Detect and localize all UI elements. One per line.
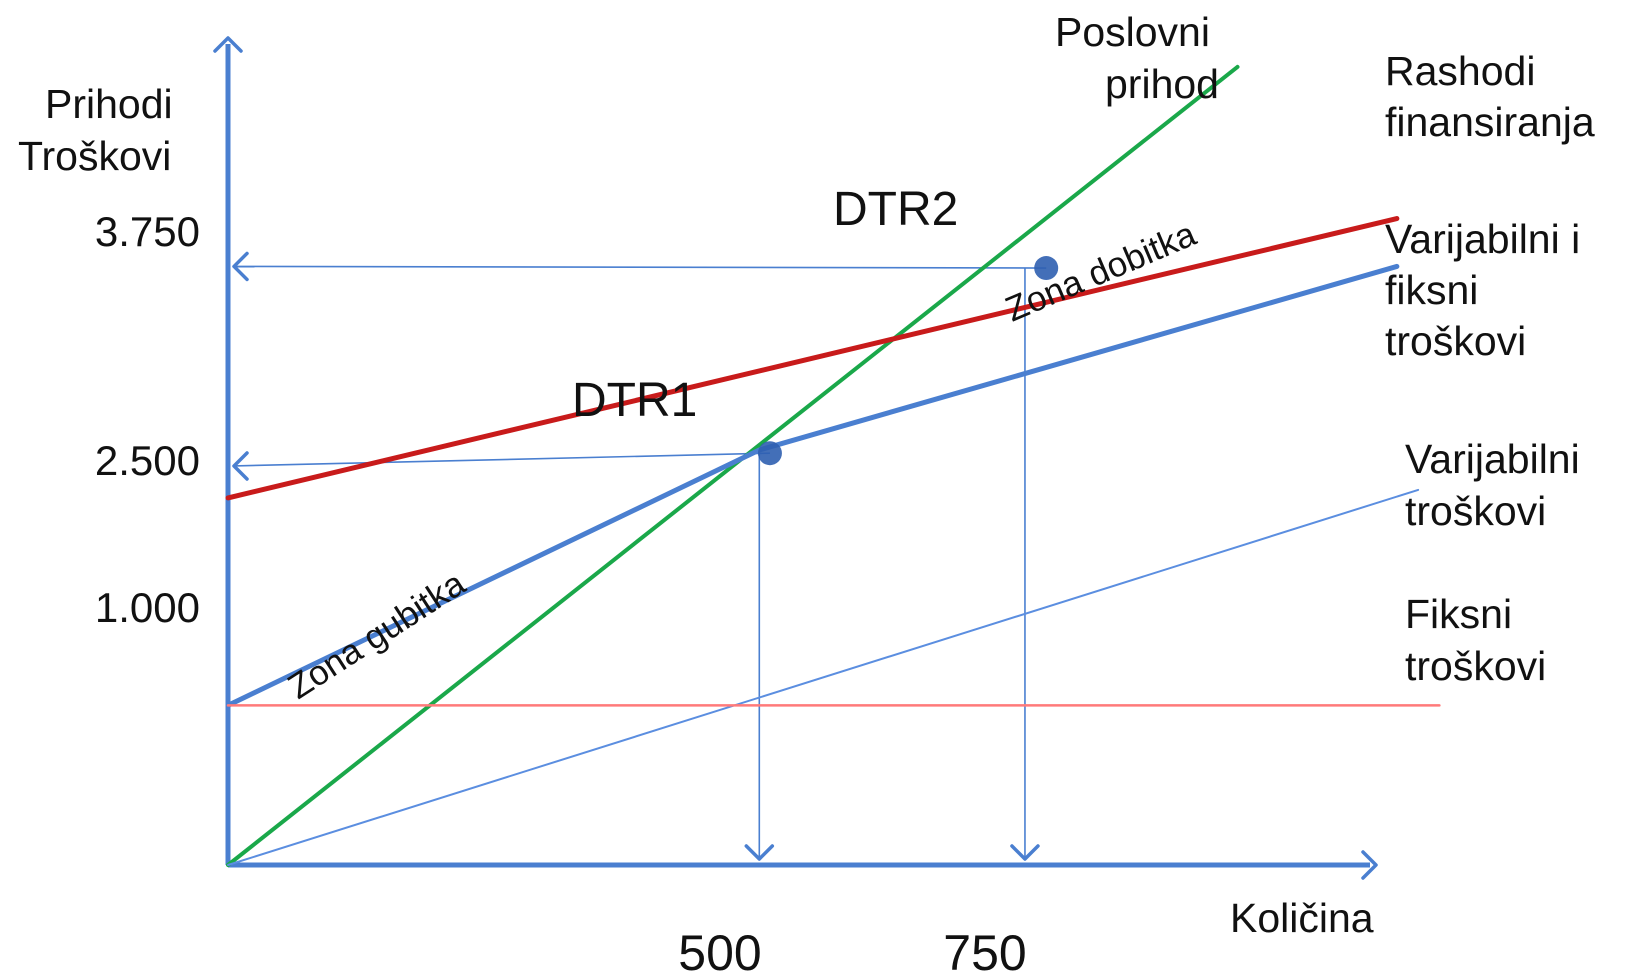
guide-arrow-down-dtr2 bbox=[1010, 844, 1040, 861]
svg-text:Rashodi: Rashodi bbox=[1385, 48, 1535, 94]
axes bbox=[213, 36, 1378, 880]
guide-horizontal-dtr1 bbox=[233, 452, 770, 467]
svg-text:Varijabilni: Varijabilni bbox=[1405, 436, 1580, 482]
x-tick-label-500: 500 bbox=[678, 925, 761, 977]
point-marker-dtr2 bbox=[1034, 256, 1059, 281]
svg-text:Poslovni: Poslovni bbox=[1055, 9, 1210, 55]
svg-text:troškovi: troškovi bbox=[1385, 318, 1526, 364]
svg-text:prihod: prihod bbox=[1105, 61, 1219, 107]
guide-arrow-down-dtr1 bbox=[744, 844, 775, 861]
series-line-poslovni-prihod bbox=[226, 64, 1240, 867]
x-tick-label-750: 750 bbox=[943, 925, 1026, 977]
break-even-points bbox=[757, 256, 1059, 466]
y-axis-label-line-1: Prihodi bbox=[45, 81, 173, 127]
series-label-rashodi-finansiranja: Rashodi finansiranja bbox=[1385, 48, 1595, 145]
annotation-zona-gubitka: Zona gubitka bbox=[281, 563, 472, 706]
x-axis-label: Količina bbox=[1230, 895, 1374, 941]
guide-arrow-left-dtr1 bbox=[232, 451, 249, 481]
series-line-varijabilni-troskovi bbox=[227, 488, 1420, 866]
point-label-dtr1: DTR1 bbox=[572, 374, 697, 427]
svg-text:troškovi: troškovi bbox=[1405, 488, 1546, 534]
y-axis-label-line-2: Troškovi bbox=[18, 133, 171, 179]
guide-arrow-left-dtr2 bbox=[232, 251, 249, 282]
svg-text:fiksni: fiksni bbox=[1385, 267, 1478, 313]
guide-lines bbox=[232, 251, 1047, 861]
series-label-poslovni-prihod: Poslovni prihod bbox=[1055, 9, 1219, 107]
svg-text:troškovi: troškovi bbox=[1405, 643, 1546, 689]
y-tick-label-3750: 3.750 bbox=[95, 208, 200, 255]
y-tick-label-1000: 1.000 bbox=[95, 584, 200, 631]
series-line-rashodi-finansiranja bbox=[225, 216, 1400, 501]
y-tick-label-2500: 2.500 bbox=[95, 437, 200, 484]
series-label-varijabilni-i-fiksni-troskovi: Varijabilni i fiksni troškovi bbox=[1385, 216, 1580, 364]
x-axis-arrow bbox=[1361, 850, 1378, 880]
y-axis-arrow bbox=[213, 36, 243, 53]
svg-text:Fiksni: Fiksni bbox=[1405, 591, 1512, 637]
point-label-dtr2: DTR2 bbox=[833, 183, 958, 236]
series-label-varijabilni-troskovi: Varijabilni troškovi bbox=[1405, 436, 1580, 534]
point-marker-dtr1 bbox=[757, 441, 782, 466]
series-label-fiksni-troskovi: Fiksni troškovi bbox=[1405, 591, 1546, 689]
svg-text:Varijabilni i: Varijabilni i bbox=[1385, 216, 1580, 262]
guide-horizontal-dtr2 bbox=[233, 265, 1047, 269]
svg-text:finansiranja: finansiranja bbox=[1385, 99, 1595, 145]
